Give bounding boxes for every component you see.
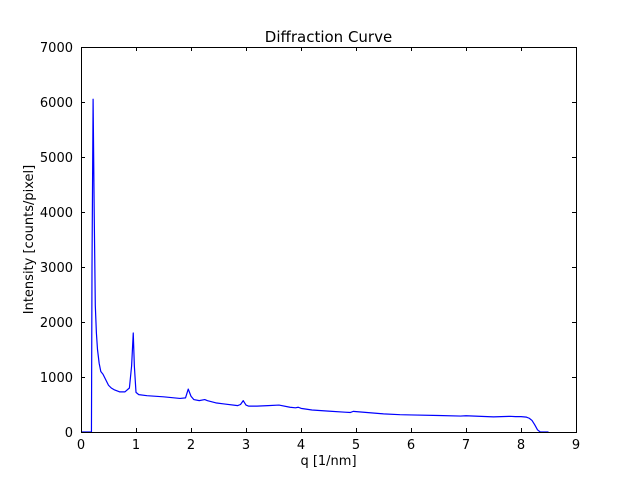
- x-tick-label: 1: [132, 438, 140, 453]
- y-tick-label: 0: [65, 426, 73, 441]
- x-axis-label: q [1/nm]: [300, 454, 356, 469]
- x-tick-label: 5: [352, 438, 360, 453]
- series-line-diffraction: [81, 98, 549, 432]
- x-axis: 0 1 2 3 4 5 6 7 8 9: [77, 47, 580, 453]
- x-tick-label: 7: [462, 438, 470, 453]
- y-tick-label: 5000: [40, 151, 73, 166]
- y-axis: 0 1000 2000 3000 4000 5000 6000 7000: [40, 41, 576, 441]
- y-tick-label: 3000: [40, 261, 73, 276]
- y-tick-label: 7000: [40, 41, 73, 56]
- x-tick-label: 8: [517, 438, 525, 453]
- x-tick-label: 0: [77, 438, 85, 453]
- x-tick-label: 2: [187, 438, 195, 453]
- series-layer: [81, 98, 549, 432]
- x-tick-label: 4: [297, 438, 305, 453]
- x-tick-label: 9: [572, 438, 580, 453]
- x-tick-label: 6: [407, 438, 415, 453]
- y-axis-label: Intensity [counts/pixel]: [22, 165, 37, 314]
- y-tick-label: 2000: [40, 316, 73, 331]
- y-tick-label: 4000: [40, 206, 73, 221]
- chart-title: Diffraction Curve: [265, 28, 392, 46]
- plot-frame: [81, 47, 577, 433]
- y-tick-label: 6000: [40, 96, 73, 111]
- plot-area: [81, 47, 576, 432]
- x-tick-label: 3: [242, 438, 250, 453]
- y-tick-label: 1000: [40, 371, 73, 386]
